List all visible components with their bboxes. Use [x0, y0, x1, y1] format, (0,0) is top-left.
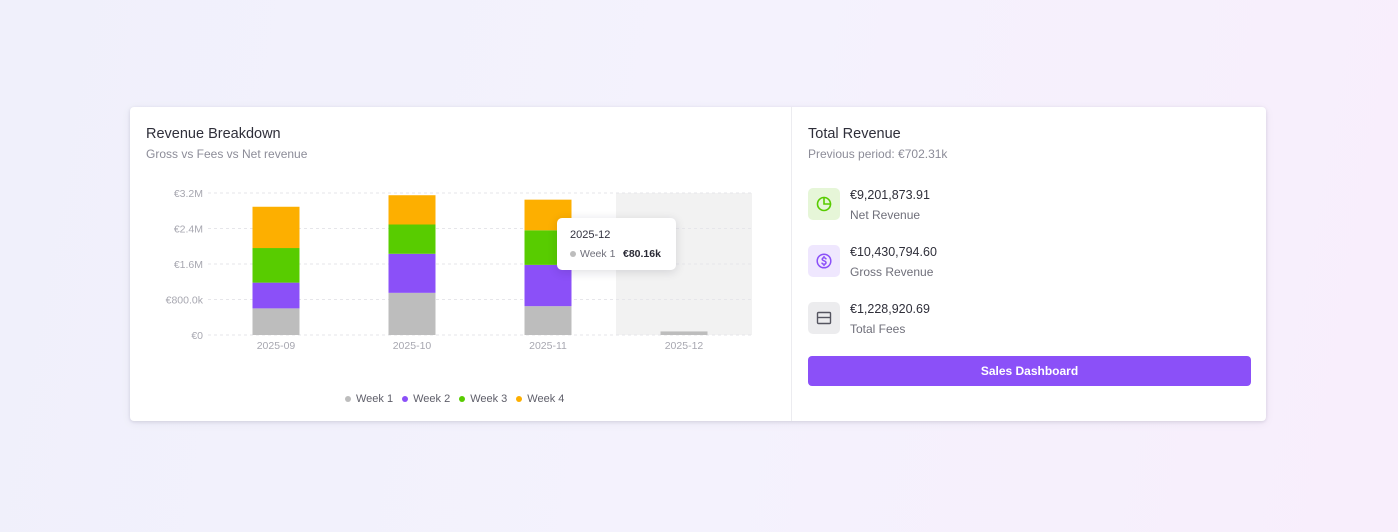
x-tick-label: 2025-11 — [529, 340, 567, 352]
legend-dot — [345, 396, 351, 402]
bar-week-4 — [388, 195, 436, 225]
x-tick-label: 2025-10 — [393, 340, 432, 352]
legend-label: Week 1 — [356, 393, 394, 405]
total-fees-value: €1,228,920.69 — [850, 302, 930, 316]
legend-item[interactable]: Week 2 — [402, 393, 450, 405]
gross-revenue-label: Gross Revenue — [850, 265, 934, 279]
x-tick-label: 2025-12 — [665, 340, 704, 352]
tooltip-value: €80.16k — [623, 248, 661, 260]
total-revenue-panel: Total Revenue Previous period: €702.31k … — [792, 107, 1266, 421]
gross-revenue-metric: €10,430,794.60 Gross Revenue — [808, 245, 1248, 285]
breakdown-subtitle: Gross vs Fees vs Net revenue — [146, 147, 308, 161]
previous-period-text: Previous period: €702.31k — [808, 147, 948, 161]
chart-tooltip: 2025-12 Week 1 €80.16k — [557, 218, 676, 270]
y-tick-label: €2.4M — [174, 224, 203, 236]
y-tick-label: €0 — [191, 330, 203, 342]
legend-dot — [516, 396, 523, 402]
legend-item[interactable]: Week 1 — [345, 393, 393, 405]
bar-week-2 — [524, 264, 572, 307]
net-revenue-label: Net Revenue — [850, 208, 921, 222]
x-tick-label: 2025-09 — [257, 340, 296, 352]
gross-revenue-value: €10,430,794.60 — [850, 245, 937, 259]
bar-week-1 — [524, 306, 572, 335]
total-revenue-title: Total Revenue — [808, 126, 901, 142]
total-fees-label: Total Fees — [850, 322, 906, 336]
legend-item[interactable]: Week 3 — [459, 393, 507, 405]
dollar-coin-icon — [808, 245, 840, 277]
y-tick-label: €1.6M — [174, 259, 203, 271]
revenue-breakdown-panel: Revenue Breakdown Gross vs Fees vs Net r… — [130, 107, 792, 421]
legend-dot — [459, 396, 466, 402]
legend-item[interactable]: Week 4 — [516, 393, 564, 405]
legend-label: Week 3 — [470, 393, 508, 405]
tooltip-row: Week 1 €80.16k — [570, 248, 670, 260]
revenue-bar-chart[interactable]: €0 €800.0k €1.6M €2.4M €3.2M 2025-09 2025-10 20… — [130, 107, 792, 387]
wallet-icon — [808, 302, 840, 334]
revenue-card: Revenue Breakdown Gross vs Fees vs Net r… — [130, 107, 1266, 421]
total-fees-metric: €1,228,920.69 Total Fees — [808, 302, 1248, 342]
sales-dashboard-button[interactable]: Sales Dashboard — [808, 356, 1251, 386]
y-tick-label: €3.2M — [174, 188, 203, 200]
legend-dot — [402, 396, 409, 402]
pie-chart-icon — [808, 188, 840, 220]
tooltip-title: 2025-12 — [570, 229, 611, 241]
legend-label: Week 4 — [527, 393, 565, 405]
bar-week-3 — [388, 224, 436, 254]
bar-week-4 — [252, 206, 300, 249]
bar-week-2 — [252, 282, 300, 309]
net-revenue-metric: €9,201,873.91 Net Revenue — [808, 188, 1248, 228]
bar-week-1 — [252, 308, 300, 335]
breakdown-title: Revenue Breakdown — [146, 126, 281, 142]
net-revenue-value: €9,201,873.91 — [850, 188, 930, 202]
bar-week-2 — [388, 253, 436, 293]
y-tick-label: €800.0k — [166, 295, 204, 307]
legend-label: Week 2 — [413, 393, 451, 405]
bar-week-1 — [388, 292, 436, 335]
bar-week-3 — [252, 248, 300, 283]
bar-week-1 — [660, 331, 708, 335]
chart-legend: Week 1 Week 2 Week 3 Week 4 — [345, 391, 564, 407]
tooltip-dot — [570, 251, 576, 257]
tooltip-label: Week 1 — [580, 248, 616, 260]
